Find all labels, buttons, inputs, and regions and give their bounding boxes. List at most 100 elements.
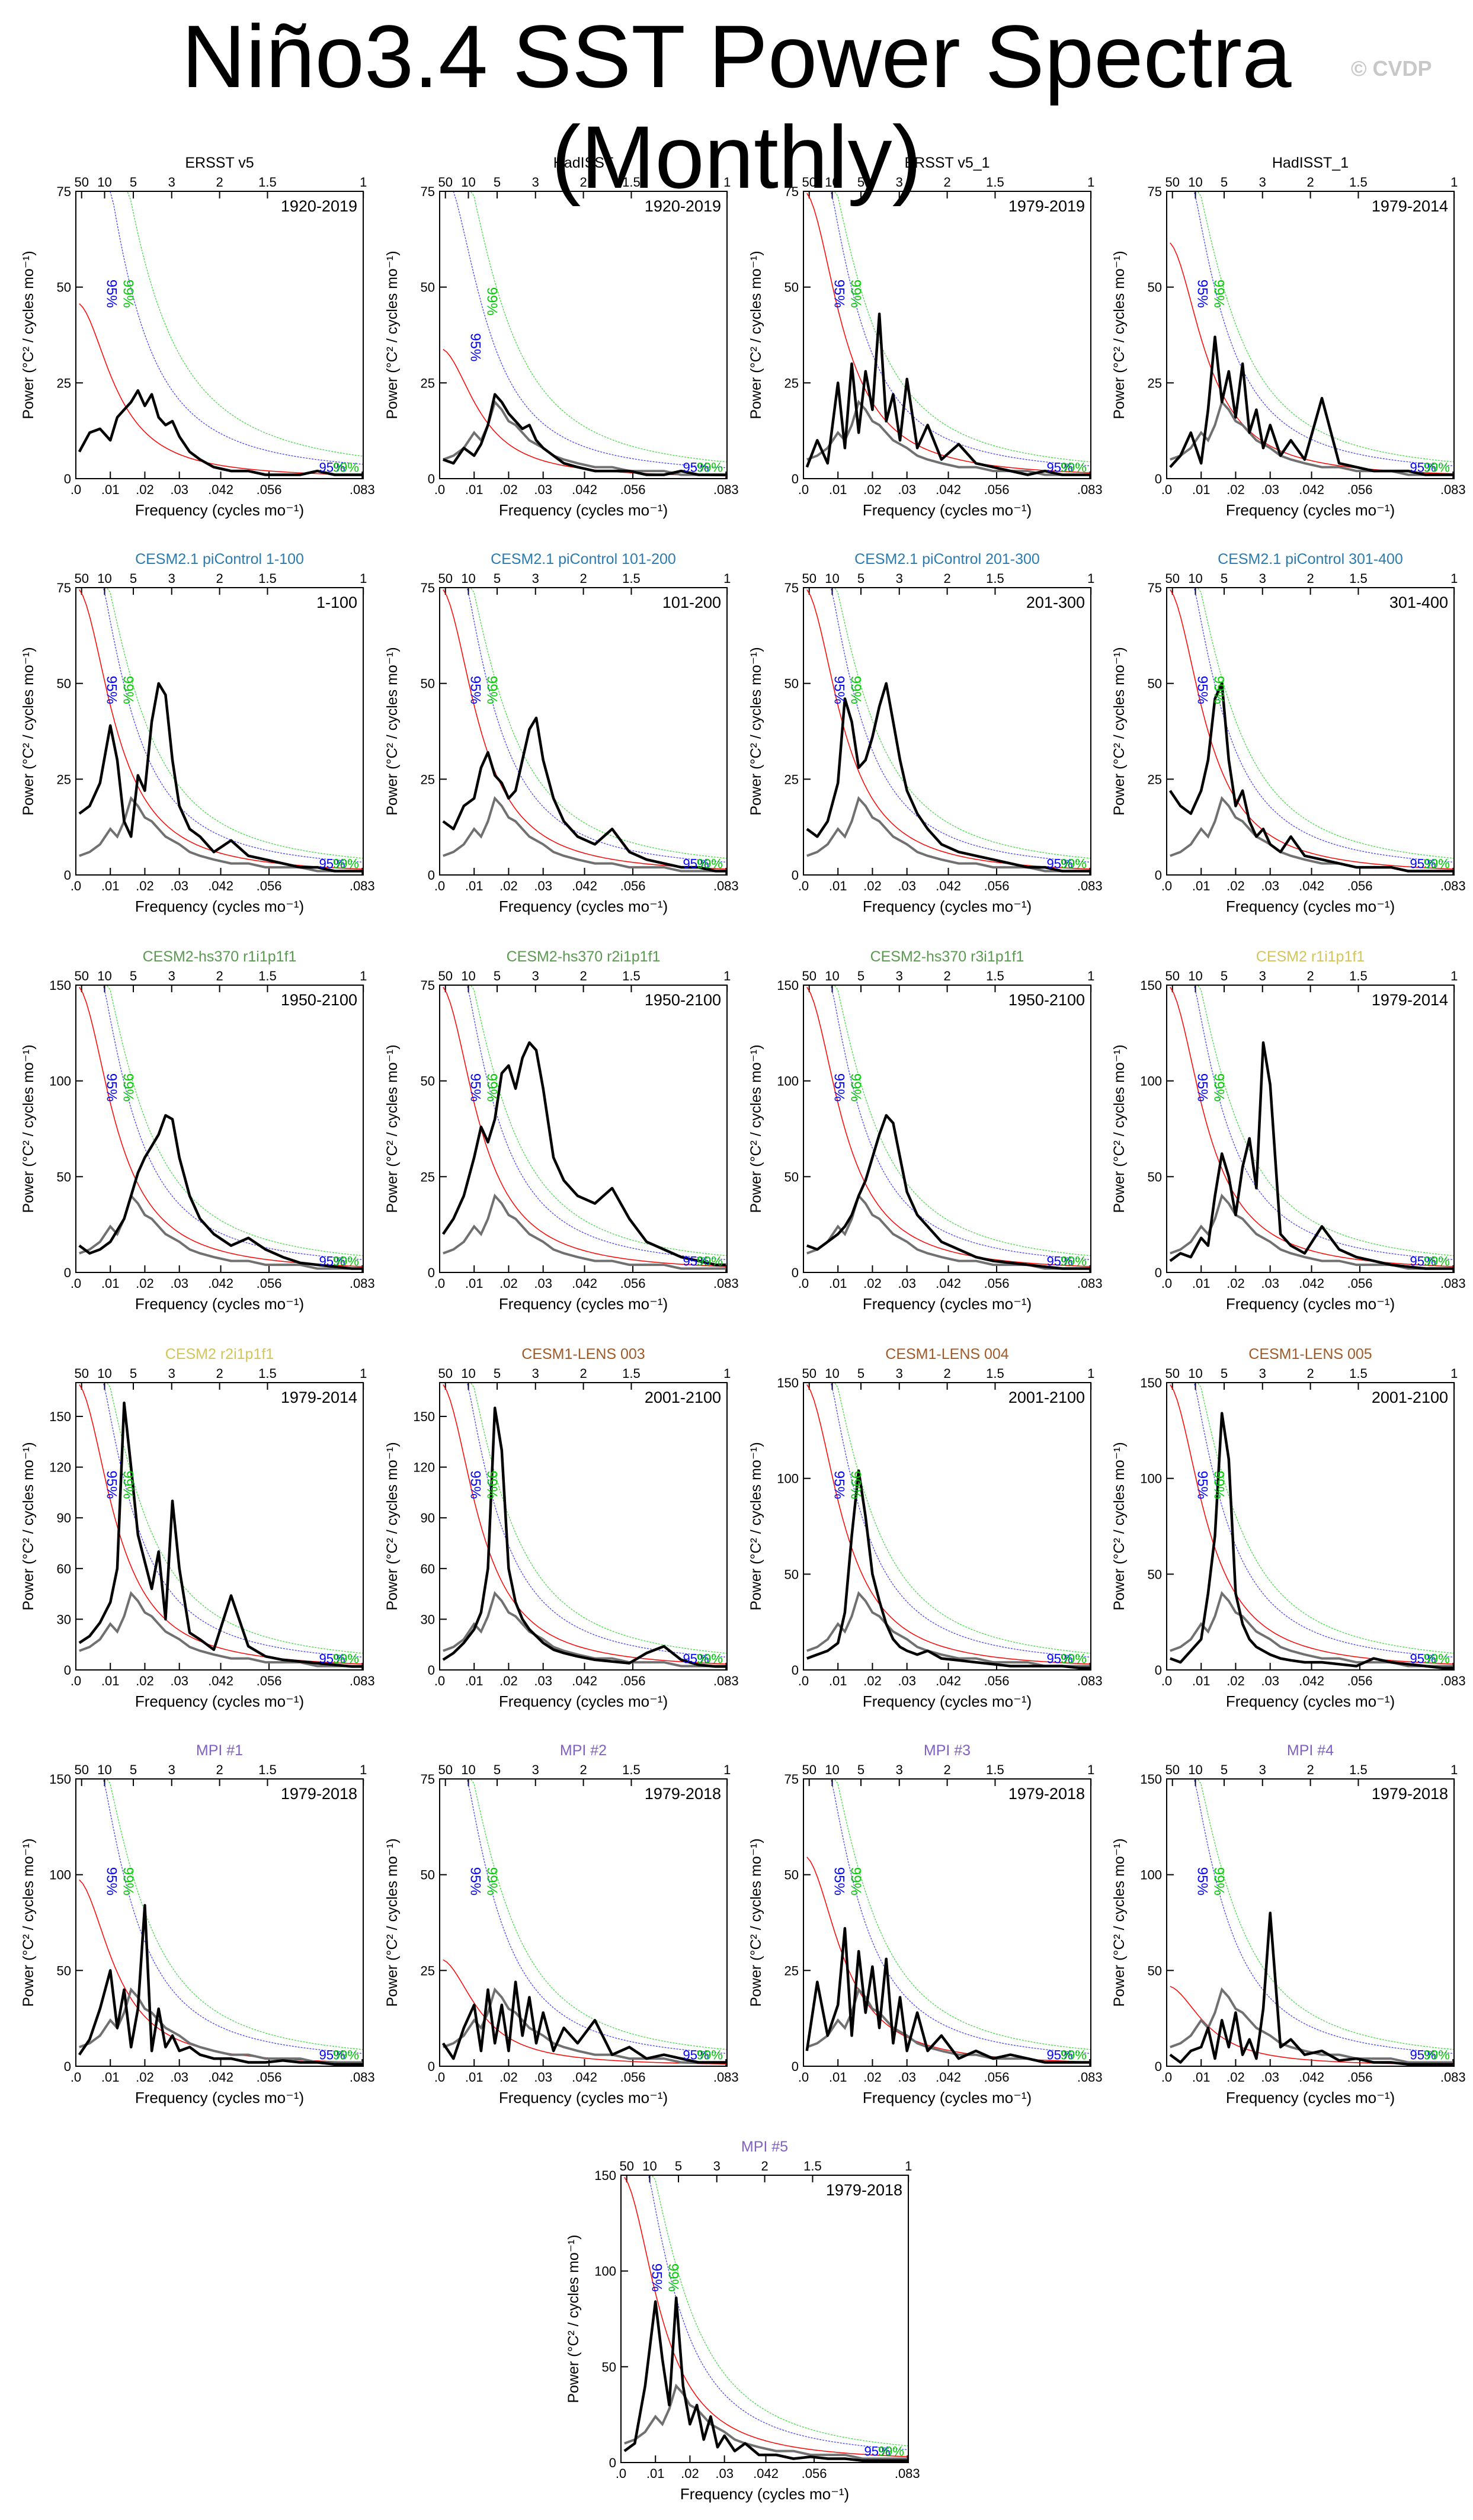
x-tick-label: .042	[572, 1276, 597, 1291]
x-axis-label: Frequency (cycles mo⁻¹)	[863, 1692, 1032, 1710]
panel-title: CESM2-hs370 r3i1p1f1	[870, 948, 1024, 965]
period-label: 1979-2018	[1372, 1785, 1448, 1803]
markov-rednoise-line	[806, 1384, 1091, 1665]
plot-frame	[75, 1382, 364, 1671]
plot-area: 95%99%95%99%	[78, 191, 363, 476]
obs-overlay-line	[79, 1193, 363, 1270]
y-tick-label: 50	[784, 677, 799, 691]
panel-title: CESM2 r2i1p1f1	[165, 1346, 274, 1362]
ci99-line	[453, 588, 727, 859]
x-tick-label: .083	[1440, 879, 1466, 893]
x-tick-label: .0	[434, 1276, 445, 1291]
x-tick-label: .056	[257, 1673, 282, 1688]
y-tick-label: 50	[1148, 280, 1162, 295]
top-tick-label: 1.5	[1349, 175, 1368, 190]
top-tick-label: 3	[1259, 1366, 1266, 1381]
ci95-label: 95%	[467, 676, 483, 704]
top-tick-label: 2	[579, 1762, 587, 1777]
top-tick-label: 50	[1165, 1762, 1179, 1777]
x-tick-label: .056	[257, 1276, 282, 1291]
y-tick-label: 0	[1155, 868, 1162, 883]
top-tick-label: 10	[642, 2159, 657, 2173]
ci99-label: 99%	[483, 1470, 499, 1499]
top-tick-label: 10	[825, 969, 839, 983]
ci99-label-right: 99%	[697, 1253, 723, 1268]
top-tick-label: 2	[761, 2159, 768, 2173]
ci99-label: 99%	[665, 2263, 681, 2292]
plot-area: 95%99%95%99%	[78, 985, 363, 1270]
x-tick-label: .02	[1227, 1276, 1245, 1291]
ci99-line	[817, 1779, 1091, 2050]
period-label: 201-300	[1026, 594, 1085, 611]
ci99-label-right: 99%	[1061, 460, 1087, 474]
copyright-label: © CVDP	[1351, 56, 1432, 81]
panel-title: CESM1-LENS 005	[1248, 1346, 1372, 1362]
ci99-line	[817, 1383, 1091, 1654]
spectrum-line	[442, 1406, 726, 1668]
top-tick-label: 1	[1087, 1762, 1094, 1777]
y-tick-label: 50	[784, 280, 799, 295]
y-axis-label: Power (°C² / cycles mo⁻¹)	[20, 1044, 37, 1213]
top-tick-label: 50	[802, 969, 816, 983]
x-axis-label: Frequency (cycles mo⁻¹)	[863, 897, 1032, 915]
period-label: 1950-2100	[1008, 991, 1085, 1009]
y-tick-label: 25	[784, 772, 799, 787]
ci99-line	[817, 985, 1091, 1256]
top-tick-label: 10	[461, 1366, 475, 1381]
ci95-label-right: 95%	[1410, 1651, 1436, 1666]
x-tick-label: .056	[984, 1276, 1010, 1291]
x-tick-label: .042	[753, 2466, 779, 2481]
y-tick-label: 75	[1148, 581, 1162, 595]
top-tick-label: 10	[825, 571, 839, 586]
top-tick-label: 1	[360, 1762, 367, 1777]
top-tick-label: 50	[74, 1762, 88, 1777]
plot-frame	[1166, 1778, 1455, 2067]
top-tick-label: 10	[1188, 969, 1202, 983]
ci99-label-right: 99%	[333, 1651, 359, 1666]
ci95-line	[1180, 1383, 1454, 1658]
spectrum-panel: HadISST 50 10 5 3 2 1.5 1 .0 .01 .02 .03 .042 .056 .08…	[384, 155, 739, 519]
top-tick-label: 5	[1221, 969, 1228, 983]
plot-frame	[75, 191, 364, 479]
top-tick-label: 1.5	[258, 571, 277, 586]
panel-title: CESM2.1 piControl 101-200	[491, 551, 676, 568]
top-tick-label: 2	[579, 571, 587, 586]
y-tick-label: 150	[594, 2168, 616, 2183]
panel-title: CESM2.1 piControl 1-100	[135, 551, 304, 568]
period-label: 301-400	[1389, 594, 1448, 611]
ci99-label-right: 99%	[1061, 856, 1087, 871]
x-tick-label: .03	[898, 2070, 916, 2085]
spectrum-line	[1169, 1912, 1453, 2066]
top-tick-label: 10	[97, 969, 111, 983]
x-tick-label: .056	[984, 2070, 1010, 2085]
top-tick-label: 50	[438, 1762, 452, 1777]
x-tick-label: .01	[465, 1673, 483, 1688]
y-tick-label: 75	[784, 581, 799, 595]
x-axis-label: Frequency (cycles mo⁻¹)	[863, 501, 1032, 519]
top-tick-label: 3	[168, 1366, 175, 1381]
x-tick-label: .0	[616, 2466, 626, 2481]
x-tick-label: .01	[465, 2070, 483, 2085]
top-tick-label: 5	[130, 969, 137, 983]
y-tick-label: 75	[1148, 184, 1162, 199]
panel-title: CESM2.1 piControl 201-300	[854, 551, 1040, 568]
top-tick-label: 3	[896, 1762, 903, 1777]
plot-frame	[439, 1382, 728, 1671]
top-tick-label: 1	[905, 2159, 912, 2173]
plot-area: 95%99%95%99%	[1168, 588, 1454, 873]
x-tick-label: .042	[208, 879, 233, 893]
panel-title: MPI #2	[560, 1742, 607, 1759]
panel-title: CESM2-hs370 r1i1p1f1	[143, 948, 297, 965]
spectrum-panel: CESM2-hs370 r2i1p1f1 50 10 5 3 2 1.5 1 .0 .01 .02.…	[384, 948, 739, 1313]
y-tick-label: 0	[428, 2059, 435, 2074]
x-tick-label: .042	[208, 482, 233, 497]
spectrum-line	[78, 1401, 363, 1668]
x-tick-label: .042	[208, 1673, 233, 1688]
x-tick-label: .0	[434, 879, 445, 893]
ci99-label: 99%	[120, 676, 136, 704]
y-tick-label: 25	[1148, 376, 1162, 390]
y-tick-label: 75	[421, 581, 435, 595]
top-tick-label: 1.5	[258, 1366, 277, 1381]
x-tick-label: .056	[257, 879, 282, 893]
x-tick-label: .02	[499, 1276, 518, 1291]
